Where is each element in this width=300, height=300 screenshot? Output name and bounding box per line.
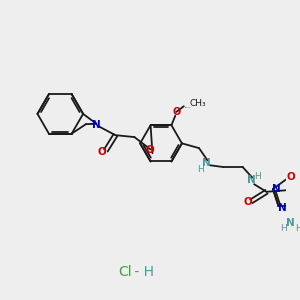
Text: O: O bbox=[145, 146, 154, 155]
Text: O: O bbox=[243, 197, 252, 207]
Text: O: O bbox=[98, 147, 106, 157]
Text: H: H bbox=[280, 224, 286, 233]
Text: N: N bbox=[286, 218, 295, 228]
Text: CH₃: CH₃ bbox=[190, 99, 206, 108]
Text: N: N bbox=[272, 184, 281, 194]
Text: - H: - H bbox=[130, 265, 154, 279]
Text: methoxy: methoxy bbox=[184, 106, 191, 108]
Text: O: O bbox=[172, 107, 180, 117]
Text: N: N bbox=[92, 120, 101, 130]
Text: N: N bbox=[247, 176, 256, 185]
Text: H: H bbox=[295, 224, 300, 233]
Text: N: N bbox=[202, 158, 211, 168]
Text: Cl: Cl bbox=[118, 265, 132, 279]
Text: H: H bbox=[197, 166, 204, 175]
Text: N: N bbox=[278, 203, 286, 213]
Text: O: O bbox=[287, 172, 296, 182]
Text: H: H bbox=[255, 172, 261, 181]
